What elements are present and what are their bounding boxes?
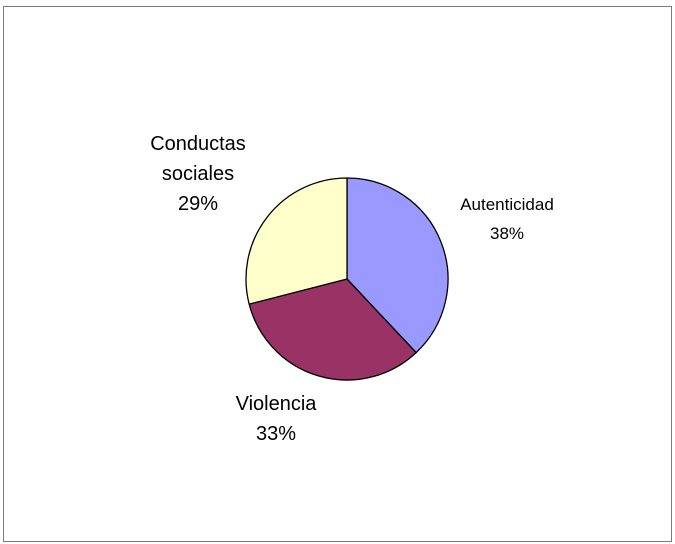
slice-percent-violencia: 33% [256,423,296,445]
slice-label-autenticidad-0: Autenticidad [460,195,554,214]
slice-label-conductas-sociales-1: sociales [162,163,234,185]
slice-percent-autenticidad: 38% [490,224,524,243]
slice-label-conductas-sociales-0: Conductas [150,133,246,155]
slice-label-violencia-0: Violencia [236,393,318,415]
slice-percent-conductas-sociales: 29% [178,193,218,215]
pie-slices [246,178,448,380]
